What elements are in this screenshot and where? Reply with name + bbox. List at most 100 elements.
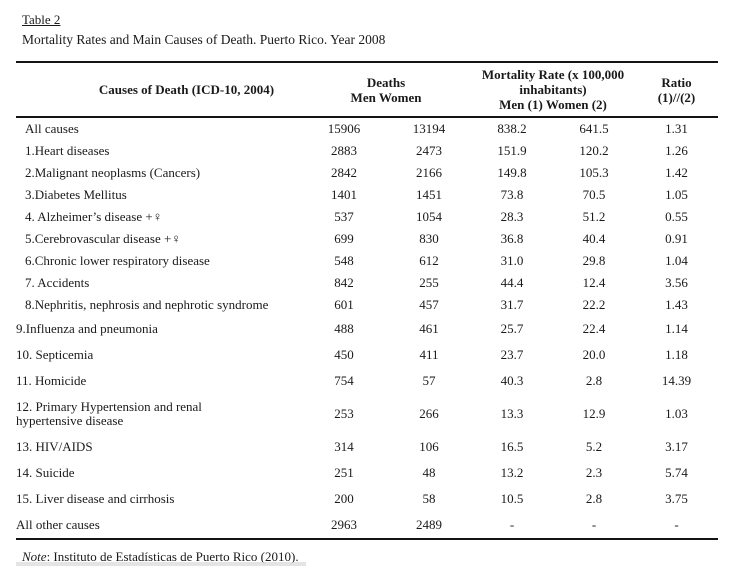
- deaths-men-cell: 253: [334, 406, 354, 421]
- deaths-women-cell: 57: [422, 373, 436, 388]
- header-rate-line3: Men (1) Women (2): [499, 97, 607, 112]
- cause-cell: 15. Liver disease and cirrhosis: [16, 491, 175, 506]
- table-row: 1.Heart diseases 2883 2473 151.9 120.2 1.26: [16, 140, 718, 162]
- cause-cell: 8.Nephritis, nephrosis and nephrotic syn…: [25, 297, 269, 312]
- deaths-women-cell: 461: [419, 321, 439, 336]
- table-label: Table 2: [22, 12, 61, 27]
- ratio-cell: 3.56: [665, 275, 688, 290]
- rate-men-cell: 28.3: [500, 209, 524, 224]
- header-deaths-line2: Men Women: [350, 89, 422, 105]
- deaths-men-cell: 699: [334, 231, 354, 246]
- rate-women-cell: 70.5: [582, 187, 606, 202]
- deaths-men-cell: 537: [334, 209, 354, 224]
- rate-men-cell: 40.3: [500, 373, 524, 388]
- cause-cell: 14. Suicide: [16, 465, 75, 480]
- cause-cell: 11. Homicide: [16, 373, 87, 388]
- deaths-men-cell: 2963: [301, 512, 387, 540]
- table-row: 7. Accidents 842 255 44.4 12.4 3.56: [16, 272, 718, 294]
- rate-women-cell: 2.3: [585, 465, 603, 480]
- deaths-men-cell: 2883: [331, 143, 357, 158]
- note-label: Note: [22, 549, 47, 564]
- cause-cell: 12. Primary Hypertension and renal hyper…: [16, 399, 202, 428]
- cause-cell: 13. HIV/AIDS: [16, 439, 93, 454]
- ratio-cell: 14.39: [661, 373, 692, 388]
- deaths-women-cell: 411: [419, 347, 439, 362]
- deaths-women-cell: 457: [419, 297, 439, 312]
- rate-women-cell: 22.4: [582, 321, 606, 336]
- deaths-women-cell: 13194: [412, 121, 446, 136]
- deaths-women-cell: 255: [419, 275, 439, 290]
- header-ratio-line1: Ratio: [661, 74, 692, 90]
- cause-cell: 4. Alzheimer’s disease +♀: [25, 209, 163, 224]
- ratio-cell: 1.05: [665, 187, 688, 202]
- rate-men-cell: 13.2: [500, 465, 524, 480]
- table-row: 13. HIV/AIDS 314 106 16.5 5.2 3.17: [16, 434, 718, 460]
- rate-men-cell: 31.0: [500, 253, 524, 268]
- rate-men-cell: 838.2: [497, 121, 527, 136]
- rate-men-cell: 44.4: [500, 275, 524, 290]
- table-header: Causes of Death (ICD-10, 2004) Deaths Me…: [16, 62, 718, 118]
- deaths-women-cell: 612: [419, 253, 439, 268]
- rate-women-cell: 2.8: [585, 373, 603, 388]
- header-rate: Mortality Rate (x 100,000 inhabitants) M…: [471, 62, 635, 118]
- cause-cell: 7. Accidents: [25, 275, 90, 290]
- ratio-cell: 1.42: [665, 165, 688, 180]
- scan-artifact: [16, 562, 306, 566]
- rate-men-cell: 31.7: [500, 297, 524, 312]
- rate-women-cell: 641.5: [579, 121, 609, 136]
- table-row: 8.Nephritis, nephrosis and nephrotic syn…: [16, 294, 718, 316]
- deaths-men-cell: 314: [334, 439, 354, 454]
- table-row: 10. Septicemia 450 411 23.7 20.0 1.18: [16, 342, 718, 368]
- rate-women-cell: 40.4: [582, 231, 606, 246]
- table-row: 12. Primary Hypertension and renal hyper…: [16, 394, 718, 434]
- rate-women-cell: 29.8: [582, 253, 606, 268]
- ratio-cell: 1.03: [665, 406, 688, 421]
- header-rate-line1: Mortality Rate (x 100,000: [481, 67, 625, 82]
- deaths-men-cell: 251: [334, 465, 354, 480]
- note-text: : Instituto de Estadísticas de Puerto Ri…: [46, 549, 299, 564]
- cause-cell: All causes: [25, 121, 79, 136]
- rate-women-cell: -: [553, 512, 635, 540]
- deaths-women-cell: 830: [419, 231, 439, 246]
- table-body: All causes 15906 13194 838.2 641.5 1.31 1.Hear…: [16, 117, 718, 540]
- rate-men-cell: 151.9: [497, 143, 527, 158]
- rate-women-cell: 105.3: [579, 165, 609, 180]
- cause-cell: 10. Septicemia: [16, 347, 94, 362]
- ratio-cell: 0.91: [665, 231, 688, 246]
- rate-men-cell: 10.5: [500, 491, 524, 506]
- table-row: 9.Influenza and pneumonia 488 461 25.7 22.4 1…: [16, 316, 718, 342]
- table-row: 3.Diabetes Mellitus 1401 1451 73.8 70.5 1.05: [16, 184, 718, 206]
- table-row: All causes 15906 13194 838.2 641.5 1.31: [16, 117, 718, 140]
- rate-men-cell: 25.7: [500, 321, 524, 336]
- cause-cell: 3.Diabetes Mellitus: [25, 187, 127, 202]
- rate-men-cell: 16.5: [500, 439, 524, 454]
- cause-cell: 5.Cerebrovascular disease +♀: [25, 231, 182, 246]
- table-row: 5.Cerebrovascular disease +♀ 699 830 36.8 40…: [16, 228, 718, 250]
- ratio-cell: 0.55: [665, 209, 688, 224]
- deaths-men-cell: 15906: [327, 121, 361, 136]
- rate-women-cell: 12.4: [582, 275, 606, 290]
- deaths-women-cell: 48: [422, 465, 436, 480]
- table-row: 4. Alzheimer’s disease +♀ 537 1054 28.3 51.2…: [16, 206, 718, 228]
- deaths-men-cell: 754: [334, 373, 354, 388]
- ratio-cell: 1.14: [665, 321, 688, 336]
- rate-men-cell: 149.8: [497, 165, 527, 180]
- header-ratio-line2: (1)//(2): [657, 89, 696, 105]
- ratio-cell: 1.43: [665, 297, 688, 312]
- deaths-men-cell: 842: [334, 275, 354, 290]
- rate-men-cell: 73.8: [500, 187, 524, 202]
- table-row: All other causes 2963 2489- - -: [16, 512, 718, 540]
- rate-men-cell: 13.3: [500, 406, 524, 421]
- deaths-women-cell: 1054: [416, 209, 442, 224]
- cause-cell: 1.Heart diseases: [25, 143, 110, 158]
- deaths-men-cell: 488: [334, 321, 354, 336]
- header-deaths: Deaths Men Women: [301, 62, 471, 118]
- rate-men-cell: 23.7: [500, 347, 524, 362]
- deaths-women-cell: 2473: [416, 143, 442, 158]
- table-title: Mortality Rates and Main Causes of Death…: [22, 32, 386, 47]
- deaths-men-cell: 2842: [331, 165, 357, 180]
- ratio-cell: 1.18: [665, 347, 688, 362]
- ratio-cell: 1.31: [665, 121, 688, 136]
- deaths-women-cell: 58: [422, 491, 436, 506]
